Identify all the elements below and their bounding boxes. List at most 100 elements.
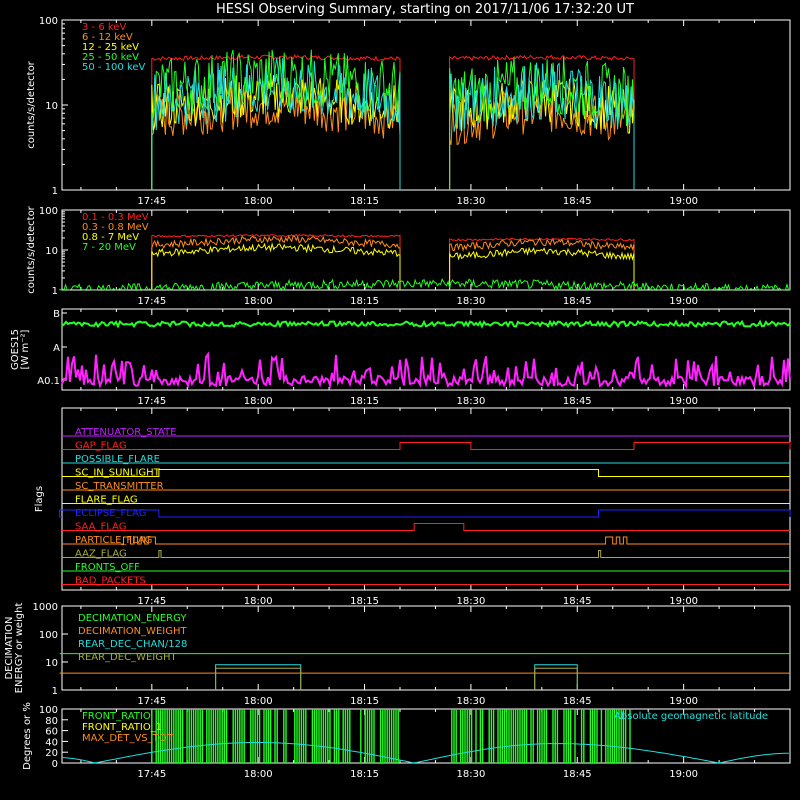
- x-tick-label: 18:00: [244, 196, 273, 207]
- y-axis-label: DECIMATION: [4, 616, 15, 679]
- y-tick-label: 40: [45, 737, 58, 748]
- panel-frame-ratio: [61, 708, 791, 764]
- y-tick-label: A0.1: [37, 376, 60, 387]
- y-axis-label: GOES15: [10, 329, 21, 370]
- y-tick-label: 10: [45, 101, 58, 112]
- legend-entry: REAR_DEC_WEIGHT: [78, 652, 177, 663]
- y-tick-label: 1: [52, 186, 58, 197]
- panel-frame-flags: [61, 407, 791, 591]
- legend-entry: 50 - 100 keV: [82, 62, 146, 73]
- legend-entry: 3 - 6 keV: [82, 22, 126, 33]
- legend-entry: 7 - 20 MeV: [82, 242, 136, 253]
- legend-entry: Absolute geomagnetic latitude: [614, 711, 768, 722]
- y-tick-label: 1: [52, 686, 58, 697]
- y-tick-label: 60: [45, 727, 58, 738]
- x-tick-label: 18:45: [563, 769, 592, 780]
- y-axis-label: Degrees or %: [22, 702, 33, 770]
- flag-label: BAD_PACKETS: [75, 576, 146, 587]
- x-tick-label: 18:30: [456, 596, 485, 607]
- panel-frame-decimation: [61, 605, 791, 691]
- y-axis-label-2: ENERGY or weight: [14, 603, 25, 694]
- x-tick-label: 17:45: [137, 296, 166, 307]
- x-tick-label: 19:00: [669, 396, 698, 407]
- flag-label: SC_TRANSMITTER: [75, 481, 164, 492]
- x-tick-label: 18:30: [456, 296, 485, 307]
- series-line-0-3-0-8-mev: [449, 237, 635, 290]
- flag-label: SAA_FLAG: [75, 522, 126, 533]
- y-tick-label: 80: [45, 716, 58, 727]
- legend-entry: MAX_DET_VS_TOT: [82, 733, 174, 744]
- flag-label: ECLIPSE_FLAG: [75, 508, 146, 519]
- chart-title: HESSI Observing Summary, starting on 201…: [216, 2, 634, 17]
- y-tick-label: A: [53, 343, 60, 354]
- x-tick-label: 18:45: [563, 296, 592, 307]
- series-line-0-8-7-mev: [151, 242, 401, 290]
- y-tick-label: 1000: [33, 602, 58, 613]
- goes-long-channel-line: [61, 319, 791, 329]
- flag-label: ATTENUATOR_STATE: [75, 427, 176, 438]
- y-axis-unit: [W m⁻²]: [20, 329, 31, 369]
- decimation-step-3: [215, 667, 302, 690]
- legend-entry: 6 - 12 keV: [82, 32, 133, 43]
- legend-entry: 0.1 - 0.3 MeV: [82, 212, 149, 223]
- legend-entry: 0.3 - 0.8 MeV: [82, 222, 149, 233]
- legend-entry: 25 - 50 keV: [82, 52, 139, 63]
- y-tick-label: 10: [45, 246, 58, 257]
- x-tick-label: 18:00: [244, 296, 273, 307]
- x-tick-label: 19:00: [669, 296, 698, 307]
- x-tick-label: 19:00: [669, 196, 698, 207]
- flag-label: GAP_FLAG: [75, 441, 127, 452]
- legend-entry: FRONT_RATIO: [82, 711, 151, 722]
- geomagnetic-latitude-line: [61, 742, 789, 764]
- x-tick-label: 19:00: [669, 596, 698, 607]
- flag-line-sc-in-sunlight: [62, 469, 790, 477]
- flag-line-aaz-flag: [62, 550, 790, 558]
- panel-frame-gamma: [61, 209, 791, 291]
- goes-short-channel-line: [61, 351, 791, 390]
- y-tick-label: 100: [39, 16, 58, 27]
- y-axis-label: counts/s/detector: [26, 60, 37, 148]
- flag-label: POSSIBLE_FLARE: [75, 454, 160, 465]
- legend-entry: REAR_DEC_CHAN/128: [78, 639, 187, 650]
- x-tick-label: 18:15: [350, 696, 379, 707]
- y-tick-label: 1: [52, 286, 58, 297]
- flag-line-gap-flag: [62, 442, 791, 450]
- flag-line-eclipse-flag: [59, 509, 791, 518]
- x-tick-label: 18:30: [456, 696, 485, 707]
- x-tick-label: 17:45: [137, 769, 166, 780]
- x-tick-label: 18:15: [350, 196, 379, 207]
- flag-line-saa-flag: [62, 523, 790, 531]
- x-tick-label: 18:45: [563, 696, 592, 707]
- series-line-50-100-kev: [449, 62, 635, 190]
- flag-label: SC_IN_SUNLIGHT: [75, 468, 161, 479]
- series-line-25-50-kev: [151, 49, 401, 190]
- x-tick-label: 18:00: [244, 769, 273, 780]
- series-line-7-20-mev: [59, 277, 791, 292]
- x-tick-label: 18:45: [563, 196, 592, 207]
- flag-label: PARTICLE_FLAG: [75, 535, 152, 546]
- x-tick-label: 18:15: [350, 596, 379, 607]
- x-tick-label: 18:15: [350, 769, 379, 780]
- series-line-3-6-kev: [449, 54, 635, 190]
- x-tick-label: 18:00: [244, 396, 273, 407]
- legend-entry: FRONT_RATIO_1: [82, 722, 162, 733]
- x-tick-label: 18:00: [244, 696, 273, 707]
- x-tick-label: 18:30: [456, 196, 485, 207]
- panel-frame-goes: [61, 308, 791, 391]
- x-tick-label: 17:45: [137, 396, 166, 407]
- series-line-12-25-kev: [151, 73, 401, 190]
- x-tick-label: 18:30: [456, 396, 485, 407]
- decimation-step-3: [534, 667, 578, 690]
- y-tick-label: 0: [52, 759, 58, 770]
- x-tick-label: 19:00: [669, 769, 698, 780]
- x-tick-label: 18:30: [456, 769, 485, 780]
- x-tick-label: 18:00: [244, 596, 273, 607]
- y-axis-label: Flags: [34, 486, 45, 512]
- y-tick-label: 100: [39, 206, 58, 217]
- x-tick-label: 17:45: [137, 196, 166, 207]
- series-line-0-8-7-mev: [449, 246, 635, 290]
- legend-entry: 0.8 - 7 MeV: [82, 232, 139, 243]
- flag-label: AAZ_FLAG: [75, 549, 127, 560]
- y-axis-label: counts/s/detector: [26, 205, 37, 293]
- x-tick-label: 17:45: [137, 596, 166, 607]
